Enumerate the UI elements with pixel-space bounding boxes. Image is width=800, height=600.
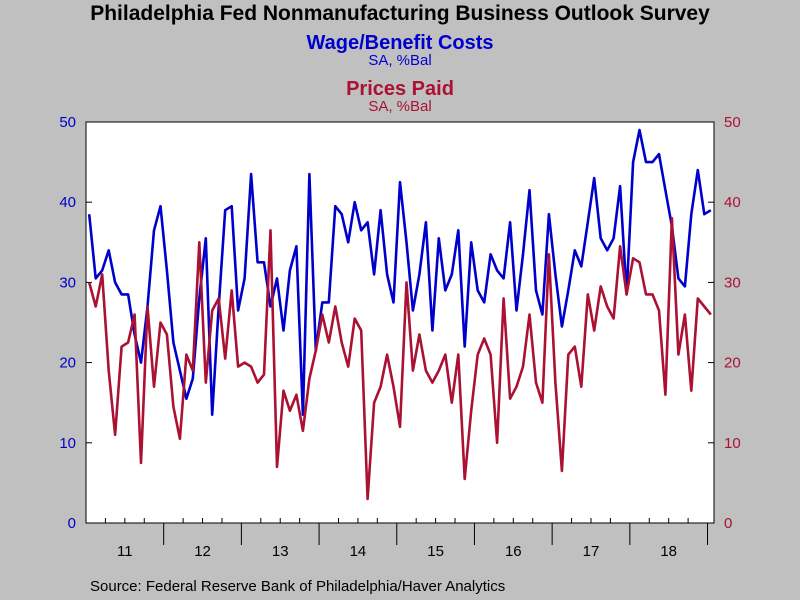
y-right-tick-label-3: 30 xyxy=(724,274,741,291)
y-left-tick-label-3: 30 xyxy=(59,274,76,291)
series-line-prices-paid xyxy=(87,216,712,501)
x-tick-label-11: 11 xyxy=(117,543,133,560)
x-tick-label-15: 15 xyxy=(427,543,444,560)
x-tick-label-14: 14 xyxy=(350,543,367,560)
y-right-tick-label-2: 20 xyxy=(724,355,741,372)
y-right-tick-label-0: 0 xyxy=(724,515,732,532)
y-right-tick-label-4: 40 xyxy=(724,194,741,211)
source-note: Source: Federal Reserve Bank of Philadel… xyxy=(90,578,506,595)
x-tick-label-17: 17 xyxy=(583,543,600,560)
y-left-tick-label-0: 0 xyxy=(68,515,76,532)
y-left-tick-label-4: 40 xyxy=(59,194,76,211)
x-tick-label-12: 12 xyxy=(194,543,211,560)
y-left-tick-label-5: 50 xyxy=(59,114,76,131)
series2-subtitle: SA, %Bal xyxy=(368,98,432,115)
y-left-tick-label-2: 20 xyxy=(59,355,76,372)
chart-title: Philadelphia Fed Nonmanufacturing Busine… xyxy=(90,2,710,25)
x-tick-label-16: 16 xyxy=(505,543,522,560)
series1-title: Wage/Benefit Costs xyxy=(306,32,494,54)
y-left-tick-label-1: 10 xyxy=(59,435,76,452)
x-tick-label-18: 18 xyxy=(660,543,677,560)
y-right-tick-label-1: 10 xyxy=(724,435,741,452)
series2-title: Prices Paid xyxy=(346,78,454,100)
series1-subtitle: SA, %Bal xyxy=(368,52,432,69)
series-line-wage-benefit-costs xyxy=(87,128,712,417)
x-tick-label-13: 13 xyxy=(272,543,289,560)
y-right-tick-label-5: 50 xyxy=(724,114,741,131)
